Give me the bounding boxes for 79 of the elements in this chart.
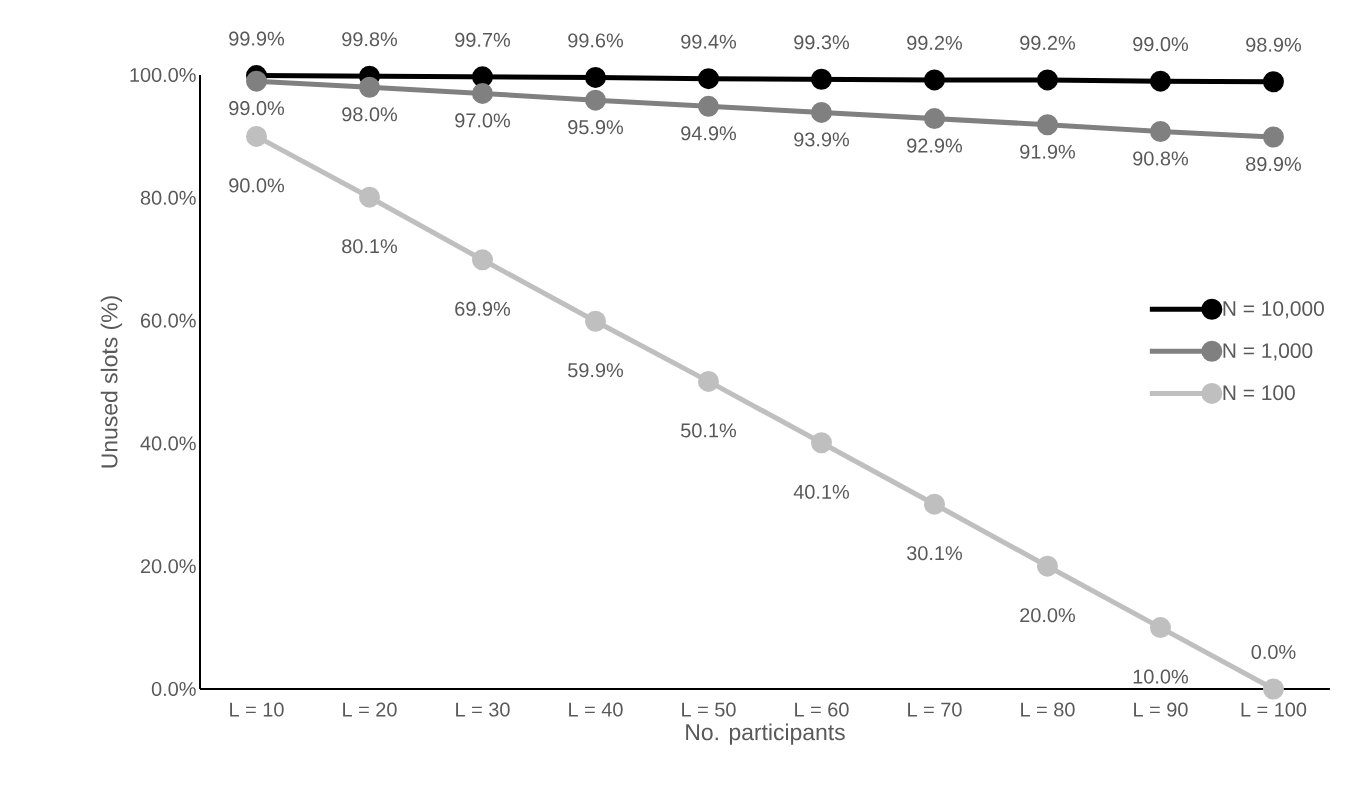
- data-label: 99.0%: [229, 101, 285, 116]
- y-tick-label: 60.0%: [141, 313, 196, 328]
- data-label: 0.0%: [1251, 644, 1296, 660]
- legend-label: N = 1,000: [1223, 343, 1313, 361]
- data-label: 99.7%: [455, 32, 511, 47]
- data-label: 99.8%: [342, 32, 398, 47]
- data-label: 99.2%: [907, 35, 962, 50]
- data-label: 92.9%: [907, 138, 962, 153]
- point: [246, 70, 267, 92]
- x-tick-label: L = 50: [682, 702, 736, 717]
- data-label: 97.0%: [455, 113, 511, 128]
- data-label: 30.1%: [906, 546, 962, 561]
- point: [1149, 617, 1171, 639]
- point: [697, 68, 719, 90]
- y-tick-label: 40.0%: [140, 436, 196, 451]
- point: [246, 125, 267, 147]
- point: [923, 69, 945, 91]
- point: [359, 76, 380, 98]
- x-tick-label: L = 20: [343, 702, 397, 717]
- x-tick-label: L = 80: [1021, 702, 1075, 717]
- point: [923, 493, 945, 515]
- data-label: 93.9%: [794, 132, 850, 147]
- data-label: 95.9%: [568, 120, 624, 135]
- data-label: 50.1%: [681, 423, 737, 438]
- data-label: 94.9%: [681, 126, 737, 141]
- y-axis-title: Unused slots (%): [100, 296, 123, 468]
- point: [923, 108, 945, 130]
- point: [1036, 69, 1058, 91]
- x-tick-label: L = 100: [1241, 702, 1307, 717]
- point: [1036, 114, 1058, 136]
- point: [584, 310, 606, 332]
- data-label: 99.4%: [681, 34, 737, 49]
- y-tick-label: 100.0%: [130, 67, 196, 83]
- point: [697, 95, 719, 117]
- point: [810, 68, 832, 90]
- point: [1262, 126, 1284, 148]
- data-label: 20.0%: [1020, 608, 1075, 623]
- x-tick-label: L = 10: [230, 702, 284, 717]
- data-label: 10.0%: [1133, 669, 1188, 684]
- point: [1149, 120, 1171, 142]
- y-tick-label: 20.0%: [140, 559, 196, 574]
- x-tick-label: L = 90: [1134, 702, 1188, 717]
- point: [584, 89, 606, 111]
- point: [1262, 678, 1284, 700]
- x-tick-label: L = 70: [908, 702, 962, 717]
- point: [359, 186, 380, 208]
- data-label: 69.9%: [455, 301, 511, 316]
- point: [471, 66, 493, 88]
- x-axis-title: No. participants: [686, 723, 845, 745]
- point: [1262, 71, 1284, 93]
- data-label: 89.9%: [1246, 156, 1301, 172]
- x-tick-label: L = 30: [456, 702, 510, 717]
- point: [584, 66, 606, 88]
- data-label: 99.3%: [794, 35, 850, 50]
- data-label: 90.0%: [229, 178, 285, 193]
- data-label: 91.9%: [1020, 144, 1075, 159]
- data-label: 59.9%: [568, 363, 624, 378]
- y-tick-label: 80.0%: [140, 190, 196, 205]
- y-tick-label: 0.0%: [151, 681, 196, 697]
- data-label: 99.9%: [229, 31, 285, 46]
- point: [471, 249, 493, 271]
- x-tick-label: L = 60: [795, 702, 849, 717]
- point: [1036, 555, 1058, 577]
- x-tick-label: L = 40: [569, 702, 623, 717]
- point: [697, 370, 719, 392]
- data-label: 99.2%: [1020, 35, 1075, 50]
- point: [1149, 70, 1171, 92]
- point: [810, 432, 832, 454]
- data-label: 99.0%: [1133, 37, 1188, 52]
- data-label: 90.8%: [1133, 151, 1188, 166]
- data-label: 98.9%: [1246, 37, 1301, 52]
- point: [810, 101, 832, 123]
- legend-label: N = 10,000: [1223, 301, 1324, 319]
- data-label: 40.1%: [793, 484, 850, 499]
- data-label: 80.1%: [342, 239, 398, 254]
- data-label: 98.0%: [342, 107, 398, 122]
- legend-label: N = 100: [1223, 385, 1295, 401]
- data-label: 99.6%: [568, 33, 624, 48]
- point: [471, 82, 493, 104]
